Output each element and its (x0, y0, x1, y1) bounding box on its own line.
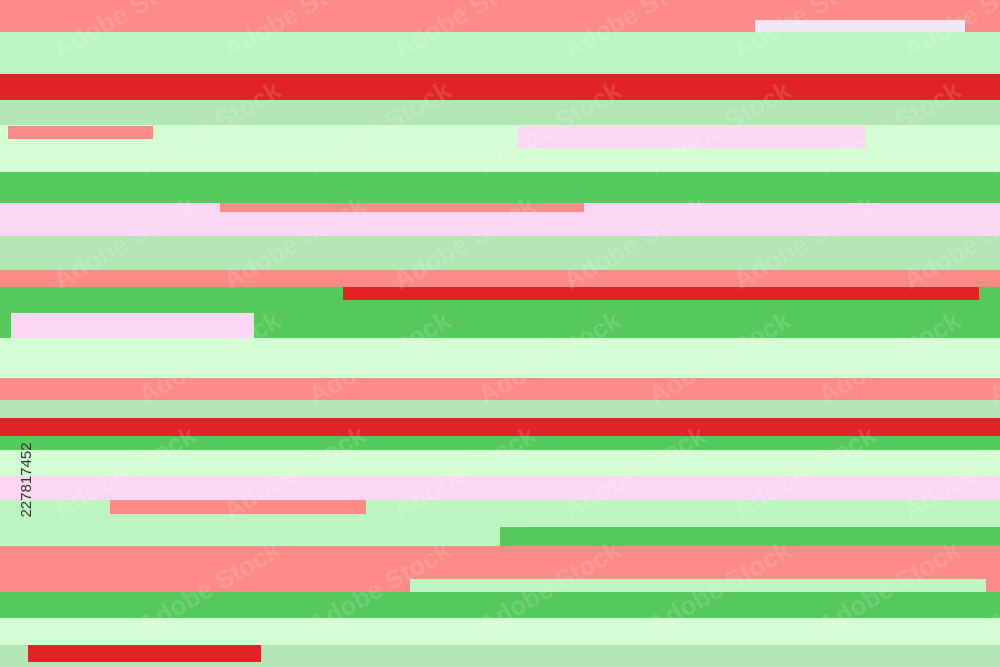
stripe (220, 203, 584, 212)
stripe (28, 645, 261, 662)
stripe (0, 172, 1000, 203)
stripe (0, 418, 1000, 436)
stripe (0, 74, 1000, 100)
stripe (0, 32, 1000, 74)
stripe (11, 313, 254, 338)
stripe (0, 592, 1000, 618)
stripe (410, 579, 986, 592)
image-id: 227817452 (18, 442, 35, 517)
stripe (0, 378, 1000, 400)
stripe (343, 287, 979, 300)
stripe (0, 436, 1000, 450)
stripe (0, 618, 1000, 645)
stripe (0, 400, 1000, 418)
stripe (0, 100, 1000, 125)
stripe (755, 20, 965, 32)
stripe (500, 527, 1000, 546)
stripe (0, 338, 1000, 378)
stripe (110, 500, 366, 514)
stripe (0, 236, 1000, 270)
stripe (0, 450, 1000, 476)
stripe (0, 476, 1000, 500)
stripe (8, 126, 153, 139)
stripe (0, 270, 1000, 287)
stripe (518, 126, 866, 148)
